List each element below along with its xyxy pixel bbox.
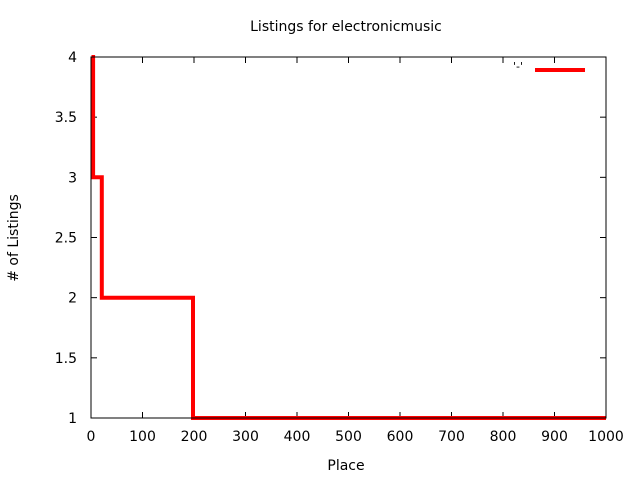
ticks-layer: 0 100 200 300 400 500 600 700 800 900 1000 1 1.5 2 2.5… — [55, 50, 624, 445]
y-tick-label: 2.5 — [55, 231, 77, 247]
legend-label: '-' — [513, 60, 523, 73]
x-tick-label: 500 — [335, 429, 362, 445]
x-tick-label: 700 — [438, 429, 465, 445]
y-tick-label: 1 — [68, 411, 77, 427]
x-tick-label: 800 — [490, 429, 517, 445]
series-layer — [91, 55, 606, 420]
y-tick-label: 3.5 — [55, 110, 77, 126]
y-tick-label: 4 — [68, 50, 77, 66]
y-tick-label: 3 — [68, 170, 77, 186]
x-tick-label: 600 — [387, 429, 414, 445]
y-tick-label: 2 — [68, 291, 77, 307]
x-axis-label: Place — [327, 458, 364, 474]
chart-title: Listings for electronicmusic — [250, 19, 442, 35]
x-tick-label: 900 — [541, 429, 568, 445]
y-tick-label: 1.5 — [55, 351, 77, 367]
x-tick-label: 200 — [181, 429, 208, 445]
series-line — [91, 55, 606, 420]
x-tick-label: 1000 — [588, 429, 624, 445]
plot-frame — [90, 56, 607, 419]
x-tick-label: 400 — [284, 429, 311, 445]
legend: '-' — [513, 60, 585, 73]
y-axis-label: # of Listings — [6, 194, 22, 282]
x-tick-label: 300 — [232, 429, 259, 445]
x-tick-label: 0 — [87, 429, 96, 445]
x-tick-label: 100 — [129, 429, 156, 445]
